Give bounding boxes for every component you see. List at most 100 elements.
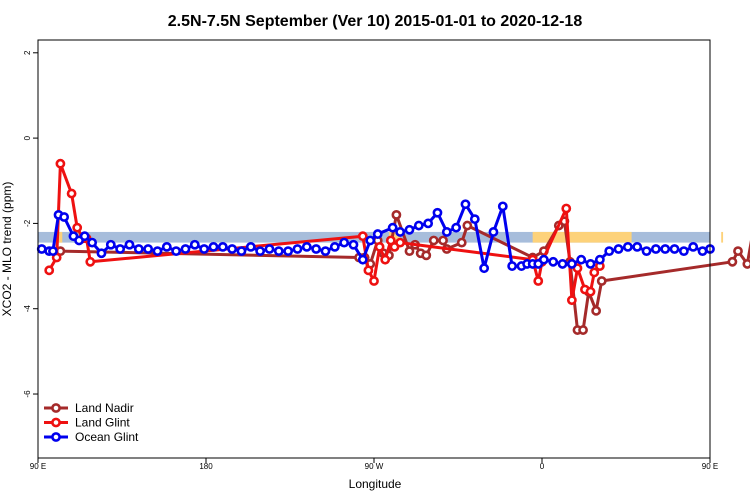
data-point <box>115 244 126 254</box>
data-point <box>589 267 600 278</box>
series-line <box>60 213 750 332</box>
data-point <box>413 220 424 231</box>
legend-label: Land Nadir <box>75 401 134 415</box>
data-point <box>217 241 228 252</box>
data-point <box>727 256 738 267</box>
data-point <box>369 276 379 286</box>
land-band-segment <box>721 231 724 243</box>
data-point <box>641 246 652 257</box>
data-point <box>576 254 587 265</box>
data-point <box>143 244 154 254</box>
data-point <box>283 246 294 257</box>
data-point <box>227 244 238 254</box>
y-axis-label: XCO2 - MLO trend (ppm) <box>0 182 14 317</box>
data-point <box>199 244 210 254</box>
y-tick-label: -4 <box>23 305 32 313</box>
data-point <box>363 265 374 276</box>
legend-label: Ocean Glint <box>75 430 139 444</box>
y-tick-label: 2 <box>23 50 32 55</box>
data-point <box>441 227 452 237</box>
data-point <box>36 244 47 254</box>
data-point <box>395 237 406 248</box>
data-point <box>456 237 467 248</box>
x-tick-label: 90 E <box>702 462 718 471</box>
data-point <box>180 244 191 254</box>
data-point <box>329 241 340 252</box>
data-point <box>380 254 391 265</box>
data-point <box>548 256 559 267</box>
data-point <box>133 244 144 254</box>
data-point <box>650 244 661 254</box>
legend-label: Land Glint <box>75 416 130 430</box>
data-point <box>391 209 402 220</box>
data-point <box>372 229 383 239</box>
data-point <box>79 231 90 242</box>
data-point <box>124 239 135 250</box>
data-point <box>264 244 275 254</box>
data-point <box>660 244 671 254</box>
legend-marker <box>51 417 61 428</box>
y-axis: 2 0 -2 -4 -6 <box>23 50 38 398</box>
data-point <box>566 295 577 306</box>
data-point <box>245 241 256 252</box>
data-point <box>561 203 572 214</box>
land-band-segment <box>388 231 401 243</box>
data-point <box>462 220 473 231</box>
data-point <box>171 246 182 257</box>
data-point <box>421 250 432 261</box>
data-point <box>339 237 350 248</box>
data-point <box>460 199 471 210</box>
y-tick-label: -2 <box>23 219 32 227</box>
data-point <box>697 246 708 257</box>
chart-title: 2.5N-7.5N September (Ver 10) 2015-01-01 … <box>168 13 583 30</box>
x-tick-label: 90 W <box>365 462 384 471</box>
data-point <box>469 214 480 225</box>
data-point <box>357 231 368 242</box>
data-point <box>585 259 596 269</box>
data-point <box>404 224 415 235</box>
data-point <box>678 246 689 257</box>
data-point <box>594 254 605 265</box>
data-point <box>533 276 544 286</box>
data-point <box>596 276 607 286</box>
series-layer <box>36 158 750 335</box>
data-point <box>507 261 518 271</box>
data-point <box>348 239 359 250</box>
data-point <box>622 241 633 252</box>
data-point <box>357 254 368 265</box>
data-point <box>48 246 58 257</box>
data-point <box>320 246 331 257</box>
land-band-segment <box>58 231 63 243</box>
data-point <box>604 246 615 257</box>
data-point <box>105 239 116 250</box>
data-point <box>438 235 448 246</box>
data-point <box>733 246 743 257</box>
data-point <box>451 222 462 233</box>
data-point <box>432 207 443 218</box>
data-point <box>585 286 596 297</box>
data-point <box>189 239 200 250</box>
data-point <box>44 265 55 276</box>
y-tick-label: -6 <box>23 390 32 398</box>
data-point <box>236 246 247 257</box>
data-point <box>566 259 577 269</box>
data-point <box>87 237 98 248</box>
data-point <box>152 246 163 257</box>
data-point <box>311 244 322 254</box>
data-point <box>488 227 499 237</box>
data-point <box>72 222 83 233</box>
x-tick-label: 90 E <box>30 462 46 471</box>
data-point <box>374 241 385 252</box>
data-point <box>613 244 624 254</box>
series-ocean-glint <box>36 199 715 274</box>
x-tick-label: 0 <box>540 462 545 471</box>
data-point <box>742 259 750 269</box>
data-point <box>688 241 699 252</box>
data-point <box>404 246 415 257</box>
land-band-segment <box>532 231 632 243</box>
data-point <box>423 218 434 229</box>
series-land-nadir <box>55 209 750 335</box>
data-point <box>255 246 266 257</box>
data-point <box>591 305 602 316</box>
